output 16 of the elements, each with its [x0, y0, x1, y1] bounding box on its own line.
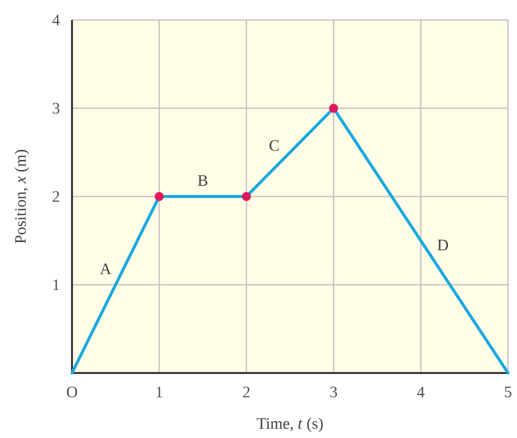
x-tick-label: 4: [417, 386, 425, 398]
annotation: D: [438, 240, 448, 250]
x-tick-label: 5: [504, 386, 512, 398]
x-tick-label: 2: [243, 386, 250, 398]
y-tick-label: 3: [52, 102, 60, 114]
x-tick-label: O: [66, 386, 78, 398]
y-tick-label: 1: [53, 279, 60, 290]
annotation: C: [270, 140, 279, 151]
x-tick-label: 3: [330, 386, 337, 398]
y-axis-title: Position, x (m): [14, 150, 30, 244]
y-tick-label: 2: [52, 191, 60, 202]
x-axis-title: Time, t (s): [256, 418, 323, 432]
y-tick-label: 4: [52, 14, 60, 26]
annotation: B: [198, 175, 208, 186]
annotation: A: [100, 264, 112, 274]
x-tick-label: 1: [156, 386, 162, 398]
